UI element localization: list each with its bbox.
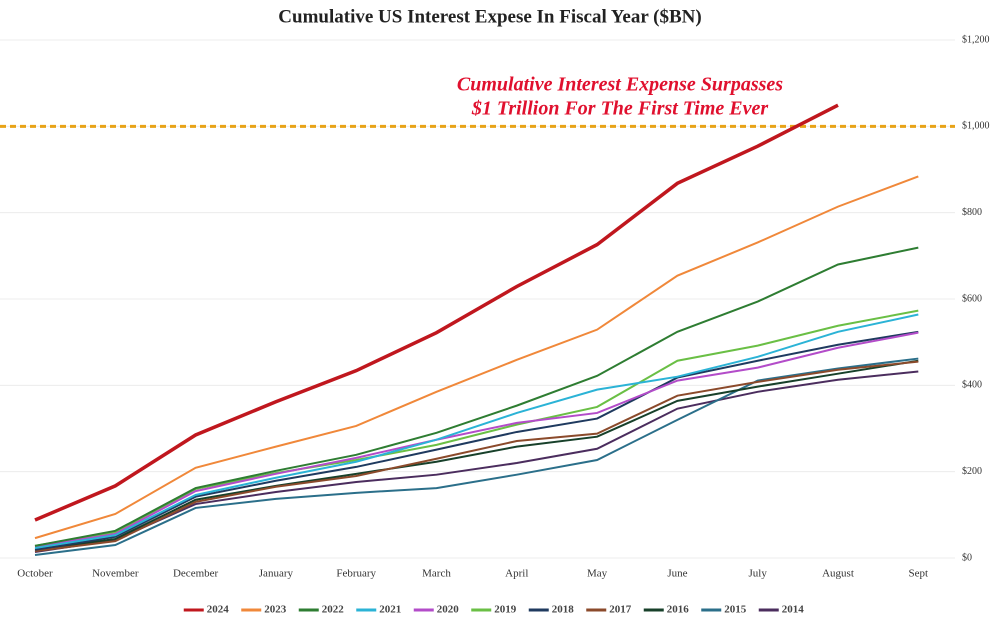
annotation: $1 Trillion For The First Time Ever xyxy=(471,98,769,120)
legend-label: 2020 xyxy=(437,604,460,616)
annotation: Cumulative Interest Expense Surpasses xyxy=(457,74,783,96)
x-tick-label: May xyxy=(587,568,608,580)
x-tick-label: August xyxy=(822,568,854,580)
x-tick-label: December xyxy=(173,568,219,580)
series-line xyxy=(34,330,919,551)
legend-label: 2023 xyxy=(264,604,287,616)
y-tick-label: $800 xyxy=(962,207,982,218)
y-tick-label: $1,000 xyxy=(962,121,990,132)
y-tick-label: $0 xyxy=(962,552,972,563)
y-tick-label: $600 xyxy=(962,293,982,304)
x-tick-label: July xyxy=(749,568,768,580)
series-line xyxy=(34,103,839,522)
x-tick-label: February xyxy=(336,568,376,580)
legend-label: 2024 xyxy=(207,604,230,616)
legend-label: 2019 xyxy=(494,604,517,616)
x-tick-label: April xyxy=(505,568,528,580)
legend-label: 2017 xyxy=(609,604,632,616)
y-tick-label: $200 xyxy=(962,466,982,477)
legend-label: 2021 xyxy=(379,604,401,616)
series-line xyxy=(34,370,919,553)
legend-label: 2016 xyxy=(667,604,690,616)
x-tick-label: October xyxy=(17,568,53,580)
x-tick-label: November xyxy=(92,568,139,580)
x-tick-label: March xyxy=(422,568,451,580)
series-line xyxy=(34,175,919,540)
legend-label: 2018 xyxy=(552,604,575,616)
y-tick-label: $400 xyxy=(962,380,982,391)
chart-title: Cumulative US Interest Expese In Fiscal … xyxy=(278,6,701,27)
series-line xyxy=(34,360,919,553)
y-tick-label: $1,200 xyxy=(962,34,990,45)
x-tick-label: January xyxy=(259,568,294,580)
series-line xyxy=(34,246,919,547)
legend-label: 2015 xyxy=(724,604,747,616)
series-line xyxy=(34,313,919,550)
series-line xyxy=(34,359,919,551)
x-tick-label: Sept xyxy=(909,568,929,580)
x-tick-label: June xyxy=(667,568,687,580)
legend-label: 2014 xyxy=(782,604,805,616)
legend-label: 2022 xyxy=(322,604,345,616)
series-line xyxy=(34,331,919,548)
series-line xyxy=(34,357,919,556)
